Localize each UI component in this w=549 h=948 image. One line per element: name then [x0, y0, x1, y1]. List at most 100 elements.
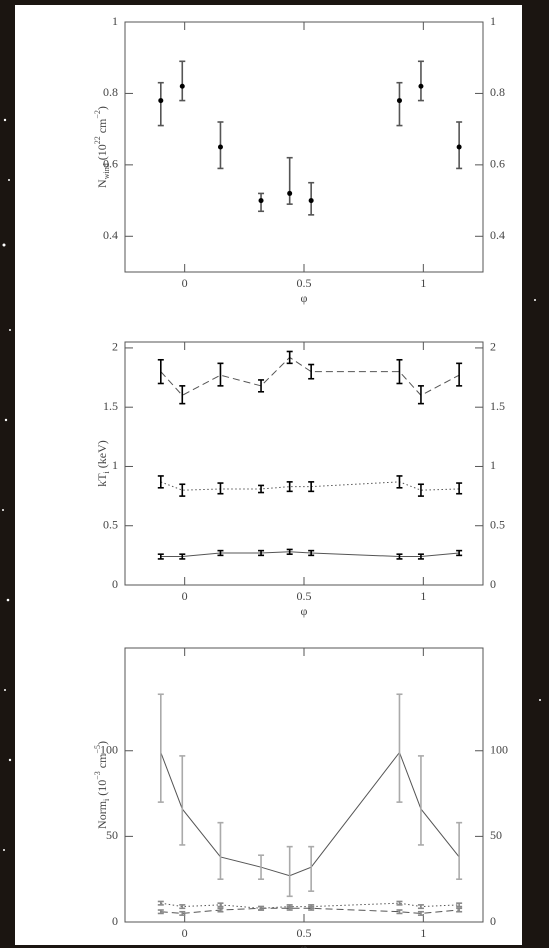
error-bar [286, 548, 293, 555]
y-axis-label-part: −2 [93, 110, 102, 119]
figure-background [15, 5, 522, 945]
error-bar [157, 475, 164, 489]
x-tick-label: 0.5 [297, 589, 312, 603]
y-axis-label-part: Norm [95, 800, 109, 829]
y-axis-label-part: (10 [95, 144, 109, 163]
error-bar [417, 553, 424, 560]
error-bar [217, 362, 224, 387]
data-point [158, 98, 164, 104]
y-tick-label-right: 0.8 [490, 85, 505, 99]
y-axis-label: kTi (keV) [95, 440, 112, 487]
y-axis-label-part: 22 [93, 136, 102, 144]
error-bar [157, 900, 164, 906]
error-bar [308, 905, 315, 911]
data-point [456, 144, 462, 150]
error-bar [179, 904, 186, 910]
error-bar [179, 910, 186, 916]
error-bar [396, 475, 403, 489]
y-tick-label-right: 0.4 [490, 228, 505, 242]
error-bar [456, 821, 463, 880]
y-axis-label-part: −5 [93, 745, 102, 754]
y-axis-label-part: N [95, 179, 109, 188]
y-axis-label-part: (10 [95, 780, 109, 799]
data-point [287, 190, 293, 196]
error-bar [258, 484, 265, 494]
x-axis-label: φ [301, 941, 308, 948]
error-bar [179, 483, 186, 497]
error-bar [417, 904, 424, 910]
error-bar [286, 905, 293, 911]
error-bar [217, 902, 224, 908]
error-bar [417, 60, 424, 102]
error-bar [456, 902, 463, 908]
data-point [179, 83, 185, 89]
x-tick-label: 0 [182, 276, 188, 290]
error-bar [396, 693, 403, 803]
x-tick-label: 1 [420, 926, 426, 940]
data-point [258, 198, 264, 204]
error-bar [157, 81, 164, 127]
error-bar [396, 358, 403, 385]
error-bar [157, 693, 164, 803]
y-tick-label: 1 [112, 458, 118, 472]
error-bar [179, 755, 186, 846]
error-bar [286, 350, 293, 365]
y-tick-label-right: 2 [490, 340, 496, 354]
error-bar [417, 385, 424, 405]
y-tick-label: 1.5 [103, 399, 118, 413]
error-bar [258, 549, 265, 557]
error-bar [417, 910, 424, 916]
data-point [418, 83, 424, 89]
y-tick-label: 0.5 [103, 517, 118, 531]
y-axis-label: Normi (10−3 cm−5) [93, 741, 111, 829]
y-tick-label: 0.4 [103, 228, 118, 242]
error-bar [308, 481, 315, 493]
y-tick-label-right: 1 [490, 458, 496, 472]
error-bar [179, 553, 186, 560]
error-bar [217, 907, 224, 913]
error-bar [217, 482, 224, 495]
error-bar [286, 845, 293, 898]
x-tick-label: 0 [182, 589, 188, 603]
error-bar [258, 379, 265, 393]
y-tick-label: 50 [106, 828, 118, 842]
x-tick-label: 0 [182, 926, 188, 940]
error-bar [396, 900, 403, 906]
y-axis-label: Nwind (1022 cm−2) [93, 106, 111, 188]
error-bar [258, 905, 265, 911]
error-bar [157, 553, 164, 560]
y-tick-label-right: 0 [490, 914, 496, 928]
y-tick-label: 0.6 [103, 157, 118, 171]
error-bar [157, 358, 164, 385]
error-bar [456, 362, 463, 387]
error-bar [286, 481, 293, 493]
y-tick-label-right: 0 [490, 577, 496, 591]
y-axis-label-part: kT [95, 473, 109, 487]
error-bar [417, 483, 424, 497]
error-bar [217, 821, 224, 880]
y-tick-label: 2 [112, 340, 118, 354]
error-bar [396, 553, 403, 560]
y-tick-label: 0.8 [103, 85, 118, 99]
data-point [396, 98, 402, 104]
y-tick-label: 1 [112, 14, 118, 28]
error-bar [157, 909, 164, 915]
data-point [308, 198, 314, 204]
y-tick-label-right: 50 [490, 828, 502, 842]
y-tick-label: 100 [100, 743, 118, 757]
error-bar [417, 755, 424, 846]
data-point [217, 144, 223, 150]
y-axis-label-part: i [102, 798, 111, 801]
error-bar [308, 549, 315, 557]
error-bar [308, 363, 315, 380]
y-axis-label-part: i [102, 470, 111, 473]
y-tick-label: 0 [112, 914, 118, 928]
error-bar [308, 845, 315, 892]
y-tick-label: 0 [112, 577, 118, 591]
error-bar [396, 81, 403, 127]
error-bar [456, 549, 463, 557]
y-axis-label-part: ) [95, 741, 109, 745]
error-bar [258, 854, 265, 880]
error-bar [217, 549, 224, 557]
